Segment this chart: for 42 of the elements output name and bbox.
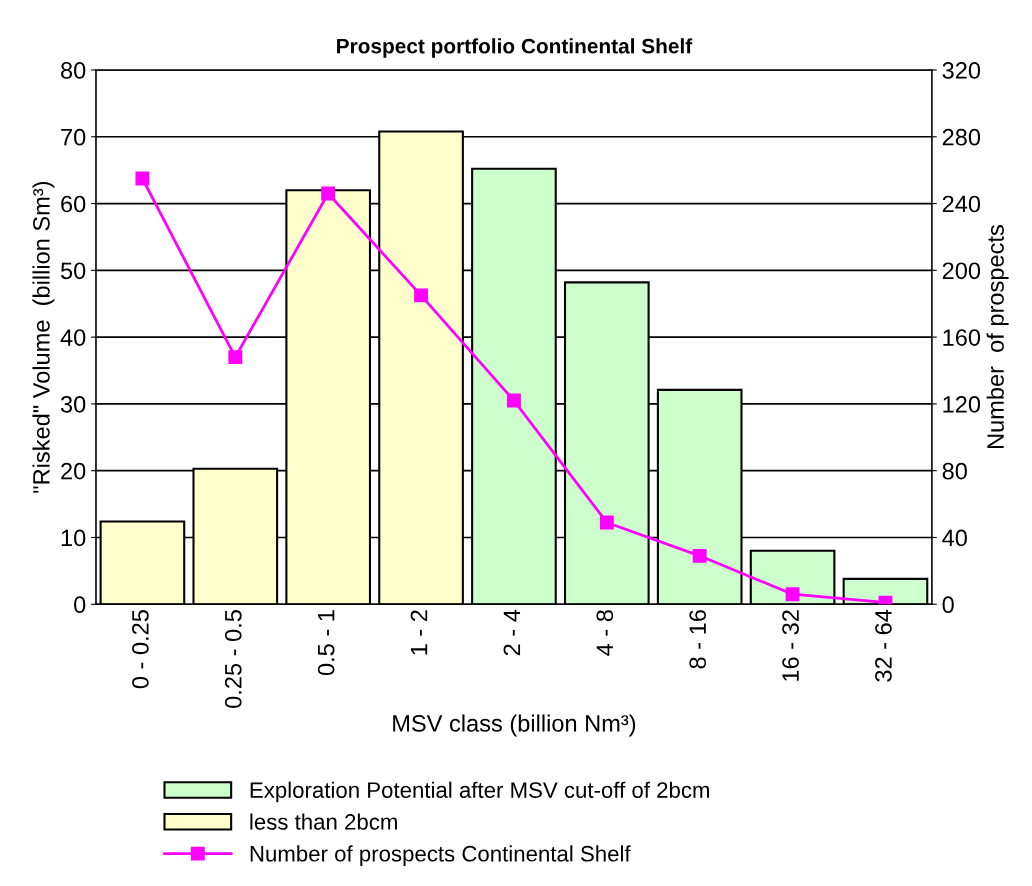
point xyxy=(599,515,614,530)
x-tick-label: 8 - 16 xyxy=(689,610,707,669)
y2-tick-label: 120 xyxy=(943,395,981,413)
point xyxy=(506,393,521,408)
point xyxy=(785,587,800,602)
point xyxy=(414,288,429,303)
x-tick-label: 0.25 - 0.5 xyxy=(224,610,242,708)
point xyxy=(692,548,707,563)
x-tick-label: 2 - 4 xyxy=(503,609,521,656)
y2-tick-label: 0 xyxy=(942,596,954,614)
point xyxy=(228,350,243,365)
x-axis-title: MSV class (billion Nm³) xyxy=(393,714,636,737)
y-tick-label: 70 xyxy=(61,128,86,146)
y2-tick-label: 280 xyxy=(942,128,981,146)
legend-label: less than 2bcm xyxy=(250,813,397,830)
y2-tick-label: 200 xyxy=(942,262,981,280)
y2-tick-label: 240 xyxy=(942,195,981,213)
y2-tick-label: 40 xyxy=(942,529,967,547)
x-tick-label: 0 - 0.25 xyxy=(132,610,149,689)
y-tick-label: 80 xyxy=(61,62,86,79)
y2-axis-title: Number of prospects xyxy=(986,225,1009,449)
y2-tick-label: 320 xyxy=(942,62,981,79)
y-tick-label: 20 xyxy=(61,462,86,480)
chart-title: Prospect portfolio Continental Shelf xyxy=(337,38,693,58)
y-tick-label: 60 xyxy=(61,195,86,213)
legend-label: Exploration Potential after MSV cut-off of 2bcm xyxy=(250,781,710,803)
y2-tick-label: 80 xyxy=(942,462,967,480)
y-tick-label: 0 xyxy=(74,596,86,614)
y-axis-title: "Risked" Volume (billion Sm³) xyxy=(32,181,55,493)
x-tick-label: 0.5 - 1 xyxy=(317,610,335,676)
y2-tick-label: 160 xyxy=(943,329,981,346)
x-tick-label: 1 - 2 xyxy=(410,610,428,655)
x-tick-label: 4 - 8 xyxy=(596,610,614,656)
y-tick-label: 30 xyxy=(60,395,86,413)
point xyxy=(135,171,150,186)
y-tick-label: 50 xyxy=(60,262,86,280)
y-tick-label: 10 xyxy=(61,529,86,547)
x-tick-label: 16 - 32 xyxy=(782,610,799,681)
point xyxy=(321,186,336,201)
x-tick-label: 32 - 64 xyxy=(875,609,892,682)
legend-label: Number of prospects Continental Shelf xyxy=(250,845,631,866)
y-tick-label: 40 xyxy=(60,329,86,346)
